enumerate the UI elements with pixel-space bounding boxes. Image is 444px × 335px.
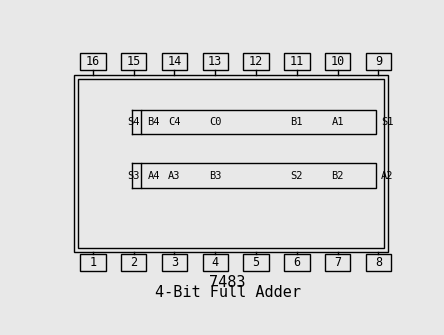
- Bar: [202, 53, 228, 70]
- Text: 12: 12: [249, 55, 263, 68]
- Text: 7483: 7483: [209, 275, 246, 290]
- Bar: [141, 110, 376, 134]
- Bar: [162, 254, 187, 271]
- Text: 1: 1: [89, 256, 96, 269]
- Text: 14: 14: [167, 55, 182, 68]
- Bar: [80, 254, 106, 271]
- Bar: [162, 53, 187, 70]
- Text: A1: A1: [331, 117, 344, 127]
- Text: B4: B4: [147, 117, 160, 127]
- Text: C0: C0: [209, 117, 222, 127]
- Text: S4: S4: [127, 117, 140, 127]
- Text: 8: 8: [375, 256, 382, 269]
- Text: A3: A3: [168, 171, 181, 181]
- Text: 6: 6: [293, 256, 301, 269]
- Bar: [366, 53, 391, 70]
- Bar: [202, 254, 228, 271]
- Bar: [243, 254, 269, 271]
- Bar: [284, 254, 309, 271]
- Text: 10: 10: [330, 55, 345, 68]
- Text: C4: C4: [168, 117, 181, 127]
- Text: S2: S2: [291, 171, 303, 181]
- Text: S1: S1: [381, 117, 393, 127]
- Bar: [141, 163, 376, 188]
- Bar: [284, 53, 309, 70]
- Text: S3: S3: [127, 171, 140, 181]
- Text: 9: 9: [375, 55, 382, 68]
- Bar: [325, 53, 350, 70]
- Text: 11: 11: [290, 55, 304, 68]
- Bar: [74, 75, 388, 252]
- Text: 3: 3: [171, 256, 178, 269]
- Text: 2: 2: [130, 256, 137, 269]
- Text: 15: 15: [127, 55, 141, 68]
- Bar: [78, 79, 384, 248]
- Text: 16: 16: [86, 55, 100, 68]
- Text: 13: 13: [208, 55, 222, 68]
- Bar: [366, 254, 391, 271]
- Text: A4: A4: [147, 171, 160, 181]
- Text: B2: B2: [331, 171, 344, 181]
- Text: A2: A2: [381, 171, 393, 181]
- Text: 5: 5: [253, 256, 260, 269]
- Text: B3: B3: [209, 171, 222, 181]
- Bar: [121, 254, 147, 271]
- Text: 4-Bit Full Adder: 4-Bit Full Adder: [155, 285, 301, 300]
- Text: 4: 4: [212, 256, 219, 269]
- Bar: [80, 53, 106, 70]
- Text: 7: 7: [334, 256, 341, 269]
- Text: B1: B1: [291, 117, 303, 127]
- Bar: [325, 254, 350, 271]
- Bar: [121, 53, 147, 70]
- Bar: [243, 53, 269, 70]
